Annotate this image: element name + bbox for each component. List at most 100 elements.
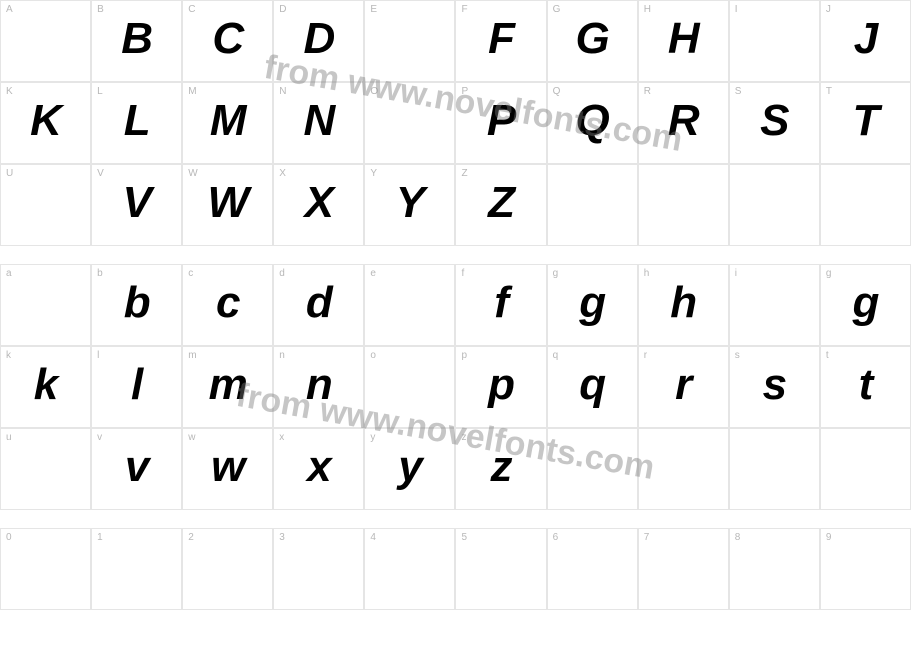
cell-label: U	[6, 168, 13, 179]
glyph-cell: ww	[182, 428, 273, 510]
cell-glyph: H	[668, 14, 699, 64]
cell-label: 9	[826, 532, 832, 543]
cell-label: m	[188, 350, 196, 361]
cell-label: 4	[370, 532, 376, 543]
cell-glyph: T	[852, 96, 878, 146]
cell-label: P	[461, 86, 468, 97]
cell-glyph: d	[306, 278, 332, 328]
glyph-cell: 3	[273, 528, 364, 610]
glyph-cell: 5	[455, 528, 546, 610]
cell-glyph: Q	[576, 96, 609, 146]
cell-glyph: p	[488, 360, 514, 410]
glyph-cell: A	[0, 0, 91, 82]
glyph-cell: 7	[638, 528, 729, 610]
cell-label: 3	[279, 532, 285, 543]
cell-glyph: z	[491, 442, 512, 492]
cell-glyph: K	[30, 96, 61, 146]
cell-glyph: N	[303, 96, 334, 146]
cell-label: z	[461, 432, 466, 443]
cell-label: Y	[370, 168, 377, 179]
glyph-cell	[638, 164, 729, 246]
glyph-cell: KK	[0, 82, 91, 164]
cell-label: i	[735, 268, 737, 279]
glyph-cell: bb	[91, 264, 182, 346]
cell-label: V	[97, 168, 104, 179]
glyph-cell: 8	[729, 528, 820, 610]
cell-glyph: F	[488, 14, 514, 64]
glyph-cell: i	[729, 264, 820, 346]
glyph-cell: U	[0, 164, 91, 246]
cell-label: c	[188, 268, 193, 279]
cell-label: v	[97, 432, 102, 443]
row-gap	[0, 510, 911, 528]
cell-label: k	[6, 350, 11, 361]
cell-glyph: c	[216, 278, 239, 328]
glyph-cell: NN	[273, 82, 364, 164]
cell-label: l	[97, 350, 99, 361]
glyph-cell: FF	[455, 0, 546, 82]
glyph-cell: nn	[273, 346, 364, 428]
glyph-cell: I	[729, 0, 820, 82]
glyph-cell: SS	[729, 82, 820, 164]
cell-glyph: r	[675, 360, 691, 410]
cell-glyph: y	[398, 442, 421, 492]
cell-label: y	[370, 432, 375, 443]
glyph-cell: HH	[638, 0, 729, 82]
cell-glyph: s	[763, 360, 786, 410]
glyph-cell	[729, 164, 820, 246]
cell-glyph: R	[668, 96, 699, 146]
glyph-cell: 2	[182, 528, 273, 610]
cell-label: B	[97, 4, 104, 15]
cell-label: e	[370, 268, 376, 279]
glyph-cell	[729, 428, 820, 510]
cell-label: Q	[553, 86, 561, 97]
cell-label: w	[188, 432, 195, 443]
cell-label: S	[735, 86, 742, 97]
glyph-cell: DD	[273, 0, 364, 82]
cell-glyph: Y	[396, 178, 424, 228]
glyph-cell: qq	[547, 346, 638, 428]
cell-label: b	[97, 268, 103, 279]
glyph-cell: vv	[91, 428, 182, 510]
cell-label: 5	[461, 532, 467, 543]
glyph-cell: mm	[182, 346, 273, 428]
cell-label: L	[97, 86, 103, 97]
cell-label: J	[826, 4, 831, 15]
font-map-grid: ABBCCDDEFFGGHHIJJKKLLMMNNOPPQQRRSSTTUVVW…	[0, 0, 911, 610]
glyph-cell: TT	[820, 82, 911, 164]
cell-label: d	[279, 268, 285, 279]
glyph-cell	[820, 428, 911, 510]
glyph-cell: a	[0, 264, 91, 346]
glyph-cell: 0	[0, 528, 91, 610]
cell-label: E	[370, 4, 377, 15]
glyph-cell: 1	[91, 528, 182, 610]
glyph-cell: O	[364, 82, 455, 164]
glyph-cell: BB	[91, 0, 182, 82]
cell-glyph: S	[760, 96, 788, 146]
glyph-cell: hh	[638, 264, 729, 346]
cell-label: t	[826, 350, 829, 361]
cell-label: q	[553, 350, 559, 361]
cell-label: W	[188, 168, 197, 179]
cell-glyph: G	[576, 14, 609, 64]
glyph-cell: PP	[455, 82, 546, 164]
cell-label: x	[279, 432, 284, 443]
cell-label: I	[735, 4, 738, 15]
glyph-cell: VV	[91, 164, 182, 246]
cell-glyph: h	[670, 278, 696, 328]
glyph-cell: gg	[820, 264, 911, 346]
cell-glyph: m	[209, 360, 247, 410]
glyph-cell	[547, 428, 638, 510]
glyph-cell: pp	[455, 346, 546, 428]
cell-glyph: Z	[488, 178, 514, 228]
cell-label: N	[279, 86, 286, 97]
glyph-cell: u	[0, 428, 91, 510]
glyph-cell: ff	[455, 264, 546, 346]
cell-label: D	[279, 4, 286, 15]
glyph-cell: 6	[547, 528, 638, 610]
cell-label: T	[826, 86, 832, 97]
cell-label: p	[461, 350, 467, 361]
glyph-cell: xx	[273, 428, 364, 510]
cell-glyph: t	[859, 360, 873, 410]
cell-glyph: J	[854, 14, 877, 64]
